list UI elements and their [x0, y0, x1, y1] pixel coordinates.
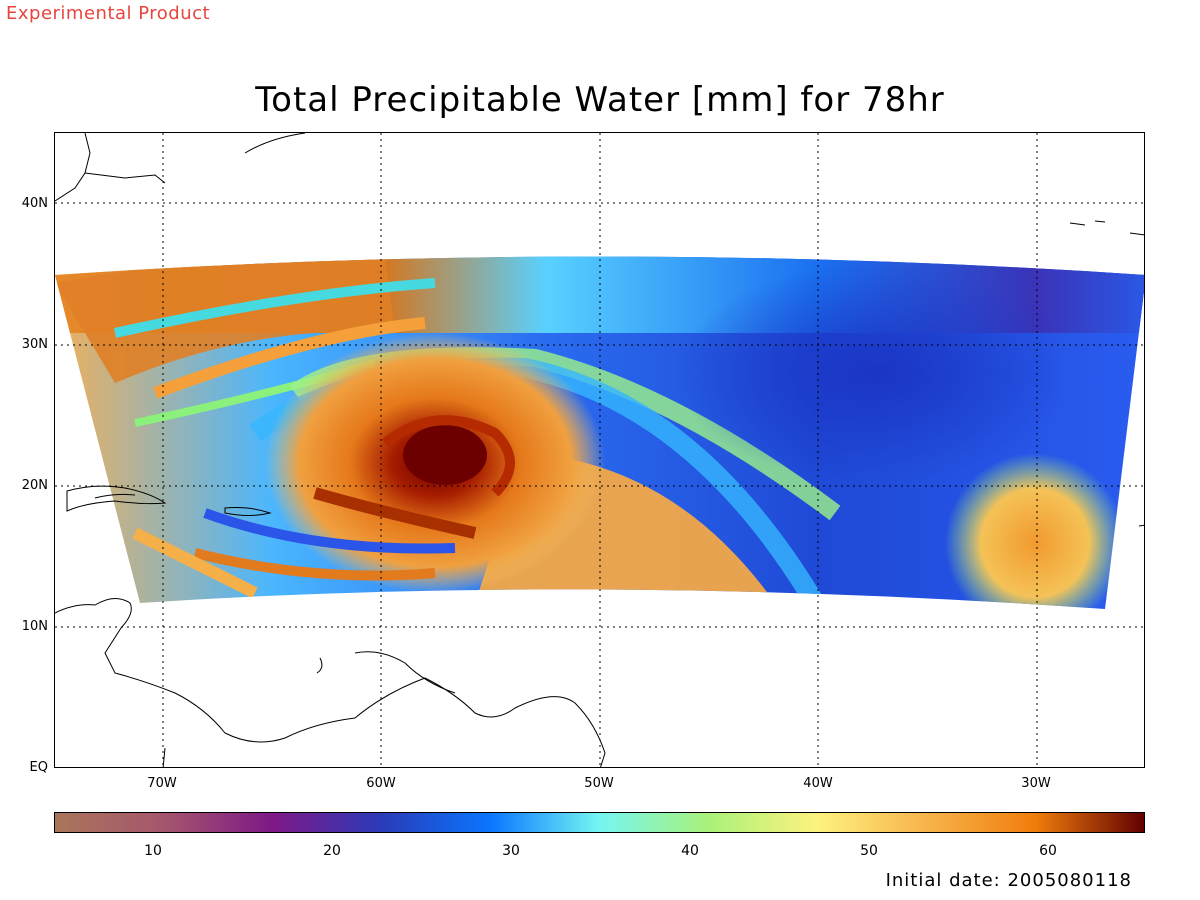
- map-canvas: [55, 133, 1144, 767]
- colorbar-tick-40: 40: [681, 843, 699, 859]
- experimental-product-label: Experimental Product: [6, 3, 211, 24]
- map-panel: [54, 132, 1145, 768]
- lat-label-30n: 30N: [21, 337, 48, 352]
- colorbar-tick-30: 30: [502, 843, 520, 859]
- precipitable-water-field: [55, 256, 1144, 609]
- map-title: Total Precipitable Water [mm] for 78hr: [255, 80, 945, 120]
- colorbar-tick-10: 10: [144, 843, 162, 859]
- lat-label-20n: 20N: [21, 478, 48, 493]
- colorbar: [54, 812, 1145, 833]
- lat-label-10n: 10N: [21, 619, 48, 634]
- lon-label-60w: 60W: [366, 776, 396, 791]
- lat-label-40n: 40N: [21, 196, 48, 211]
- lon-label-70w: 70W: [147, 776, 177, 791]
- initial-date: Initial date: 2005080118: [885, 870, 1132, 891]
- coastlines: [55, 133, 1144, 767]
- colorbar-tick-20: 20: [323, 843, 341, 859]
- lat-label-eq: EQ: [29, 760, 48, 775]
- lon-label-40w: 40W: [803, 776, 833, 791]
- colorbar-tick-50: 50: [860, 843, 878, 859]
- lon-label-30w: 30W: [1021, 776, 1051, 791]
- lon-label-50w: 50W: [584, 776, 614, 791]
- graticule: [55, 133, 1144, 767]
- colorbar-tick-60: 60: [1039, 843, 1057, 859]
